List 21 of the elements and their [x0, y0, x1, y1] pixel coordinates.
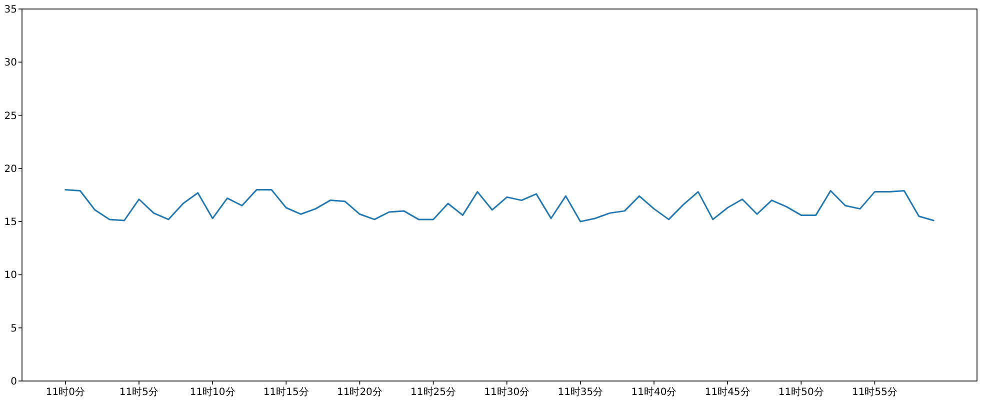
x-tick-label: 11时55分 — [852, 386, 898, 398]
x-tick-label: 11时40分 — [631, 386, 677, 398]
x-tick-label: 11时10分 — [190, 386, 236, 398]
y-tick-label: 0 — [10, 376, 17, 388]
y-tick-label: 30 — [4, 58, 17, 69]
line-series — [64, 188, 934, 222]
x-tick-label: 11时50分 — [778, 386, 824, 398]
x-tick-label: 11时35分 — [558, 386, 604, 398]
x-tick-label: 11时25分 — [410, 386, 456, 398]
x-tick-label: 11时0分 — [46, 386, 85, 398]
y-tick-label: 20 — [4, 164, 17, 175]
x-tick-label: 11时5分 — [119, 386, 159, 398]
x-tick-label: 11时30分 — [484, 386, 530, 398]
x-tick-label: 11时20分 — [336, 386, 382, 398]
y-tick-label: 25 — [4, 110, 17, 122]
y-tick-label: 35 — [4, 4, 17, 16]
x-tick-label: 11时15分 — [263, 386, 309, 398]
y-tick-label: 15 — [4, 217, 17, 228]
x-tick-label: 11时45分 — [704, 386, 750, 398]
y-tick-label: 5 — [10, 323, 17, 334]
y-tick-label: 10 — [4, 270, 17, 282]
